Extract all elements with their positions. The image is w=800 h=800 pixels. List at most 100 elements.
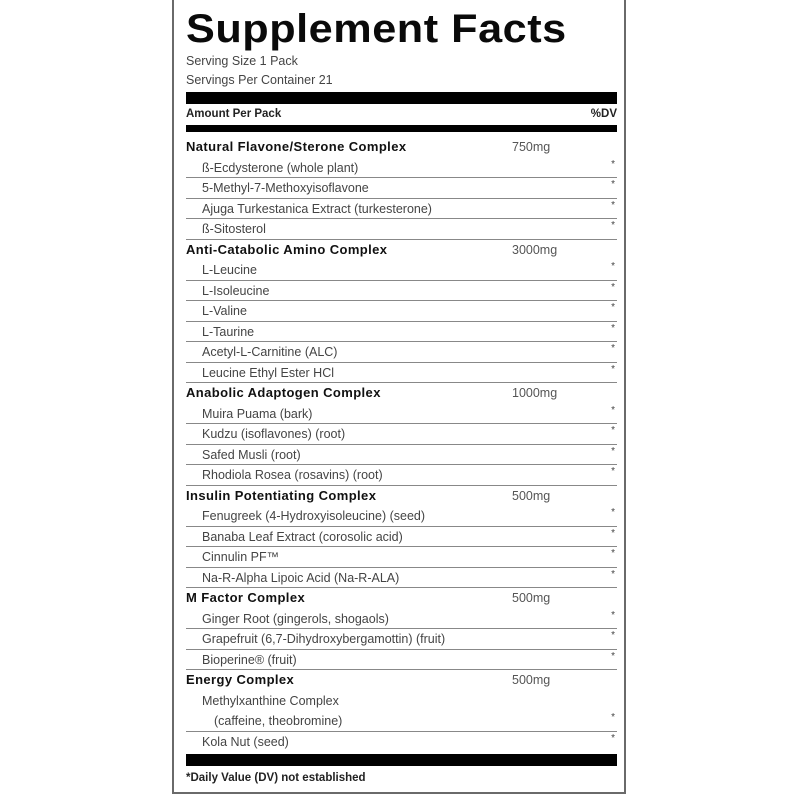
dv-marker: *	[611, 179, 615, 190]
label-content: Supplement Facts Serving Size 1 Pack Ser…	[186, 0, 617, 784]
label-title: Supplement Facts	[186, 7, 567, 51]
footnote: *Daily Value (DV) not established	[186, 772, 366, 784]
dv-marker: *	[611, 650, 615, 662]
group-name: Natural Flavone/Sterone Complex	[186, 139, 407, 154]
ingredient-row: Ajuga Turkestanica Extract (turkesterone…	[186, 199, 617, 219]
dv-header: %DV	[590, 108, 617, 120]
dv-marker: *	[611, 261, 615, 272]
ingredient-row: (caffeine, theobromine) *	[186, 711, 617, 732]
dv-marker: *	[611, 199, 615, 211]
group-amount: 750mg	[512, 140, 551, 154]
dv-marker: *	[611, 568, 615, 580]
ingredient-row: L-Taurine *	[186, 322, 617, 342]
header-divider	[186, 125, 617, 132]
amount-header: Amount Per Pack	[186, 108, 282, 120]
ingredient-name: Fenugreek (4-Hydroxyisoleucine) (seed)	[202, 509, 426, 523]
dv-marker: *	[611, 445, 615, 457]
ingredient-name: ß-Ecdysterone (whole plant)	[202, 160, 359, 175]
ingredient-row: Ginger Root (gingerols, shogaols) *	[186, 609, 617, 629]
bottom-divider	[186, 754, 617, 766]
group-heading: Energy Complex 500mg	[186, 670, 617, 691]
dv-marker: *	[611, 732, 615, 744]
group-amount: 500mg	[512, 488, 551, 503]
ingredient-row: L-Valine *	[186, 301, 617, 322]
dv-marker: *	[611, 466, 615, 477]
ingredient-name: Methylxanthine Complex	[202, 693, 339, 708]
group-name: Energy Complex	[186, 672, 295, 687]
ingredient-row: Na-R-Alpha Lipoic Acid (Na-R-ALA) *	[186, 568, 617, 588]
group-heading: M Factor Complex 500mg	[186, 588, 617, 609]
ingredient-row: ß-Sitosterol *	[186, 219, 617, 240]
ingredient-row: Fenugreek (4-Hydroxyisoleucine) (seed) *	[186, 506, 617, 527]
group-name: Insulin Potentiating Complex	[186, 487, 377, 503]
group-name: Anti-Catabolic Amino Complex	[186, 241, 388, 257]
group-name: M Factor Complex	[186, 590, 306, 605]
group-heading: Anabolic Adaptogen Complex 1000mg	[186, 383, 617, 404]
ingredient-name: Ginger Root (gingerols, shogaols)	[202, 611, 389, 626]
servings-per-container: Servings Per Container 21	[186, 73, 333, 87]
dv-marker: *	[611, 302, 615, 313]
ingredient-name: Ajuga Turkestanica Extract (turkesterone…	[202, 201, 432, 216]
ingredient-row: Kudzu (isoflavones) (root) *	[186, 424, 617, 445]
dv-marker: *	[611, 281, 615, 293]
ingredient-row: Safed Musli (root) *	[186, 445, 617, 465]
dv-marker: *	[611, 343, 615, 354]
thick-divider	[186, 92, 617, 104]
ingredient-row: Banaba Leaf Extract (corosolic acid) *	[186, 527, 617, 547]
ingredient-row: L-Isoleucine *	[186, 281, 617, 301]
ingredient-row: 5-Methyl-7-Methoxyisoflavone *	[186, 178, 617, 199]
ingredient-name: Muira Puama (bark)	[202, 406, 313, 421]
ingredient-row: Bioperine® (fruit) *	[186, 650, 617, 670]
ingredient-name: L-Taurine	[202, 324, 255, 339]
dv-marker: *	[611, 609, 615, 621]
supplement-facts-panel: Supplement Facts Serving Size 1 Pack Ser…	[172, 0, 626, 794]
group-heading: Natural Flavone/Sterone Complex 750mg	[186, 137, 617, 158]
ingredient-name: Kudzu (isoflavones) (root)	[202, 427, 346, 441]
dv-marker: *	[611, 220, 615, 231]
ingredient-row: Cinnulin PF™ *	[186, 547, 617, 568]
ingredient-name: L-Isoleucine	[202, 283, 270, 298]
group-name: Anabolic Adaptogen Complex	[186, 385, 381, 400]
serving-size: Serving Size 1 Pack	[186, 54, 298, 68]
ingredient-name: Safed Musli (root)	[202, 447, 301, 462]
ingredient-row: Muira Puama (bark) *	[186, 404, 617, 424]
group-amount: 3000mg	[512, 242, 558, 257]
dv-marker: *	[611, 322, 615, 334]
ingredient-name: Grapefruit (6,7-Dihydroxybergamottin) (f…	[202, 632, 446, 646]
ingredient-name: 5-Methyl-7-Methoxyisoflavone	[202, 181, 369, 195]
ingredient-row: Grapefruit (6,7-Dihydroxybergamottin) (f…	[186, 629, 617, 650]
ingredient-name: (caffeine, theobromine)	[214, 714, 343, 728]
dv-marker: *	[611, 548, 615, 559]
group-amount: 500mg	[512, 591, 551, 605]
dv-marker: *	[611, 158, 615, 170]
ingredient-name: Rhodiola Rosea (rosavins) (root)	[202, 468, 383, 482]
ingredient-row: Leucine Ethyl Ester HCl *	[186, 363, 617, 383]
group-heading: Anti-Catabolic Amino Complex 3000mg	[186, 240, 617, 261]
column-header-row: Amount Per Pack %DV	[186, 104, 617, 125]
ingredient-name: L-Valine	[202, 304, 247, 318]
group-heading: Insulin Potentiating Complex 500mg	[186, 486, 617, 507]
ingredient-name: Kola Nut (seed)	[202, 734, 289, 749]
group-amount: 500mg	[512, 673, 551, 687]
dv-marker: *	[611, 404, 615, 416]
ingredient-list: Natural Flavone/Sterone Complex 750mg ß-Ec…	[186, 137, 617, 752]
ingredient-name: Cinnulin PF™	[202, 550, 280, 564]
ingredient-name: Acetyl-L-Carnitine (ALC)	[202, 345, 338, 359]
ingredient-name: L-Leucine	[202, 263, 257, 277]
ingredient-name: Na-R-Alpha Lipoic Acid (Na-R-ALA)	[202, 570, 400, 585]
ingredient-name: ß-Sitosterol	[202, 222, 266, 236]
ingredient-name: Leucine Ethyl Ester HCl	[202, 365, 335, 380]
dv-marker: *	[611, 712, 615, 723]
ingredient-row: Kola Nut (seed) *	[186, 732, 617, 753]
ingredient-name: Bioperine® (fruit)	[202, 652, 297, 667]
dv-marker: *	[611, 363, 615, 375]
dv-marker: *	[611, 507, 615, 518]
dv-marker: *	[611, 527, 615, 539]
ingredient-name: Banaba Leaf Extract (corosolic acid)	[202, 529, 403, 544]
ingredient-row: Methylxanthine Complex	[186, 691, 617, 712]
ingredient-row: L-Leucine *	[186, 260, 617, 281]
ingredient-row: ß-Ecdysterone (whole plant) *	[186, 158, 617, 178]
group-amount: 1000mg	[512, 386, 558, 400]
ingredient-row: Rhodiola Rosea (rosavins) (root) *	[186, 465, 617, 486]
dv-marker: *	[611, 425, 615, 436]
